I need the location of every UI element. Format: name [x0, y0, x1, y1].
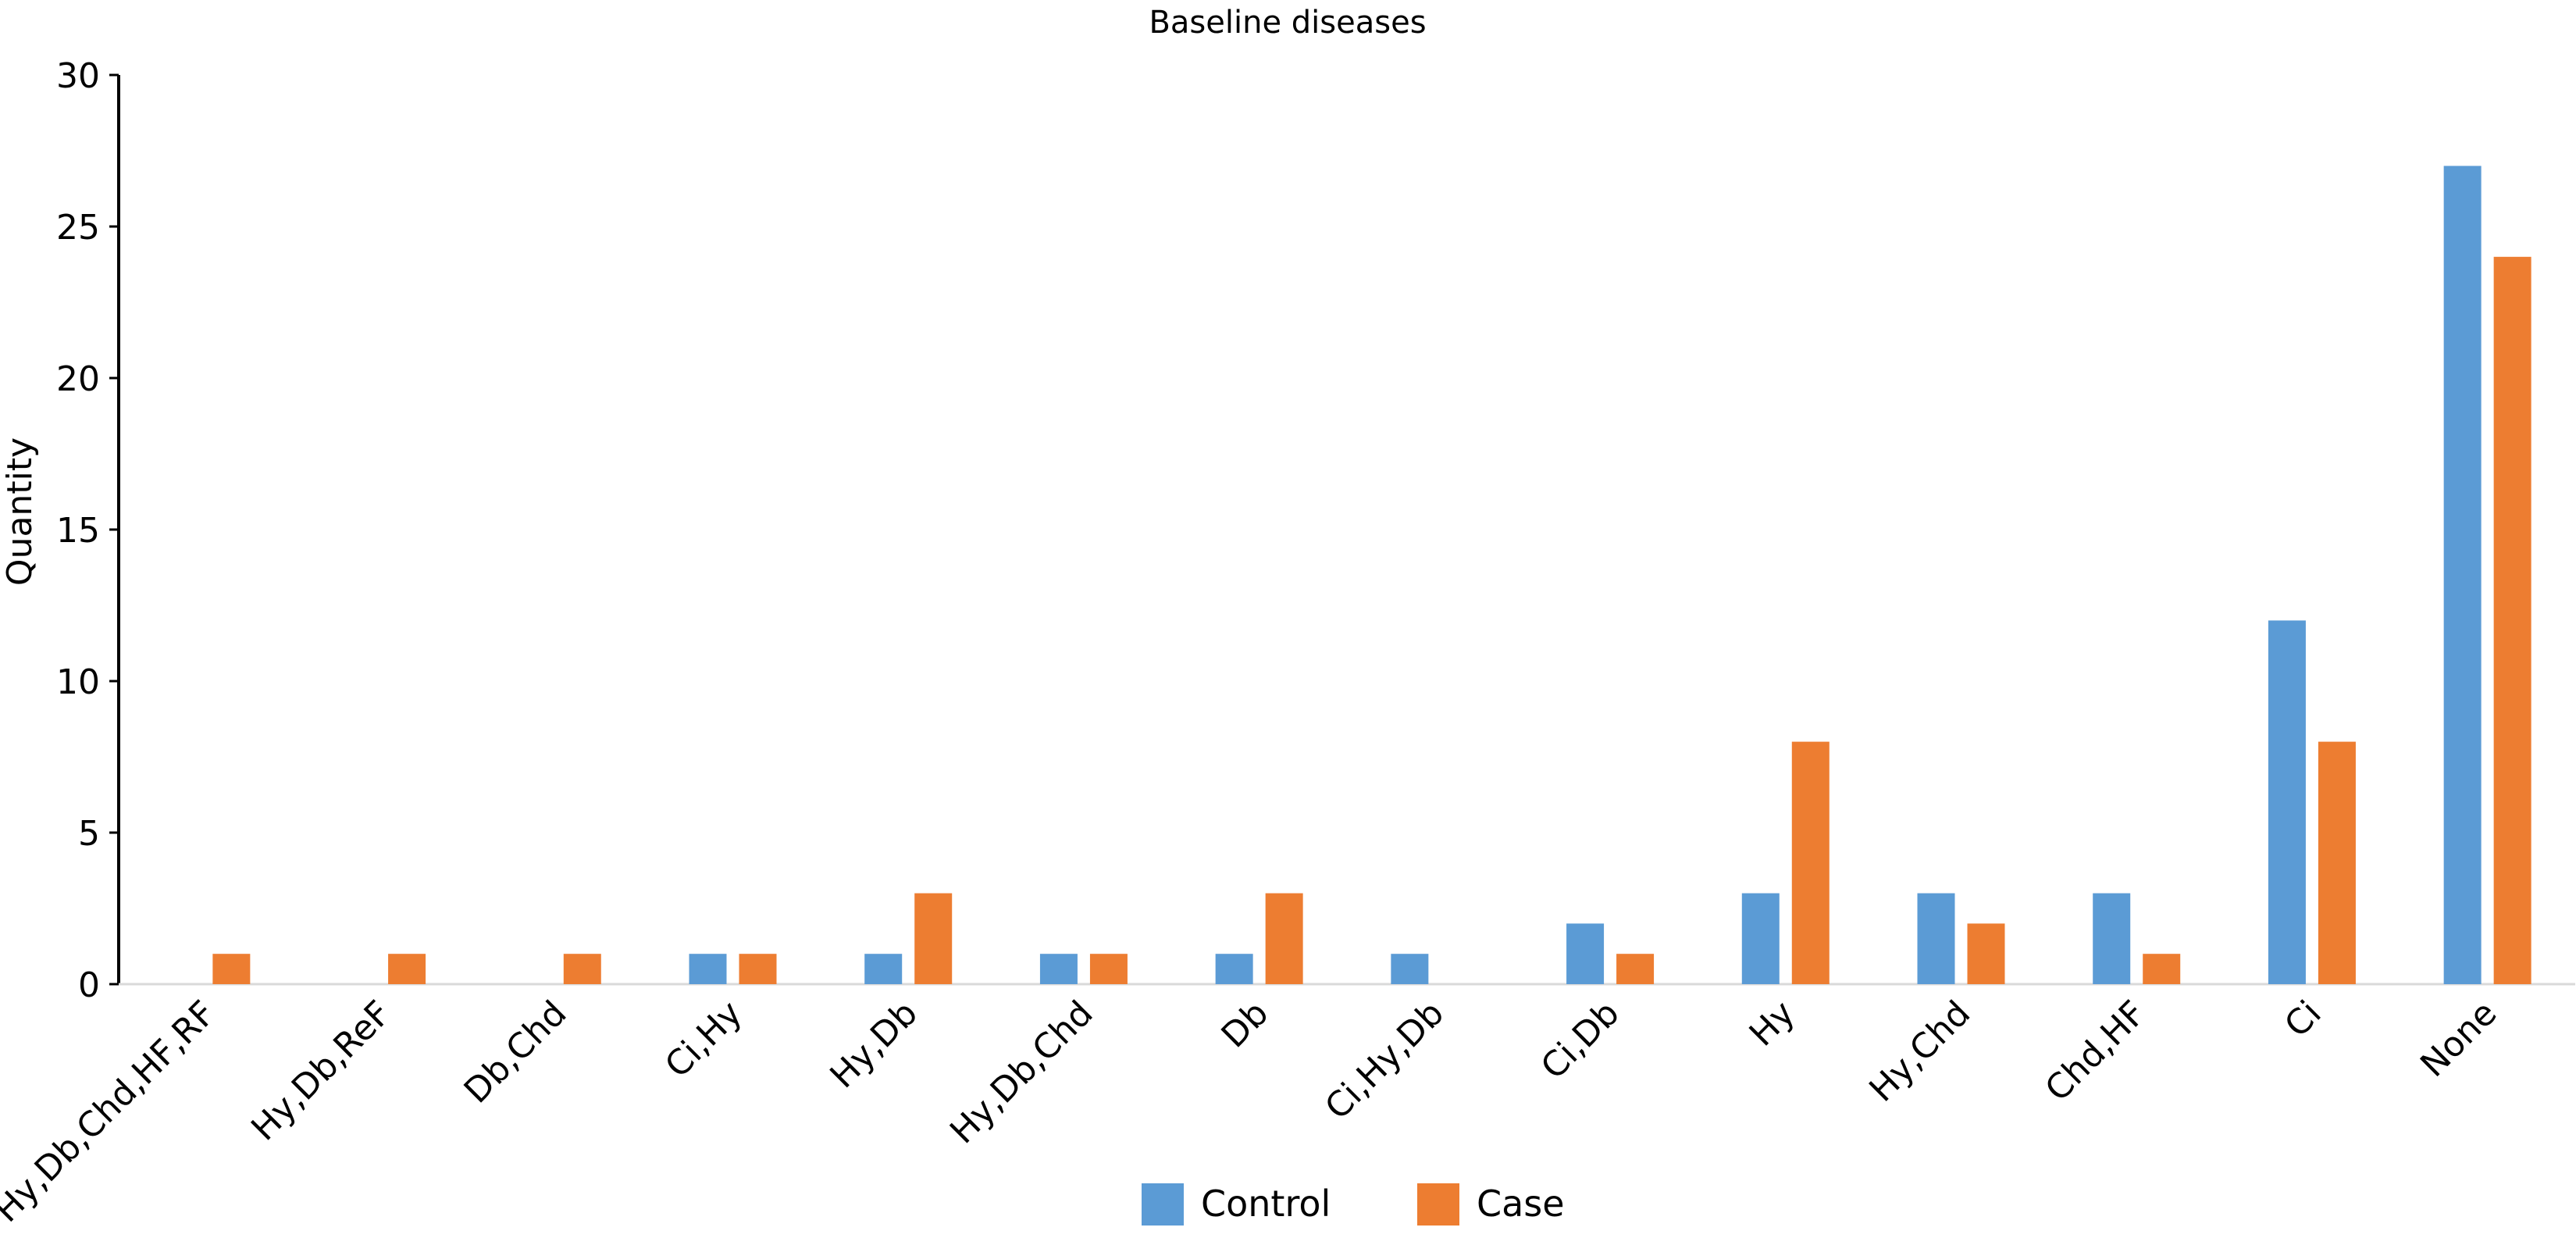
category-label: Hy,Db,Chd,HF,RF — [0, 994, 223, 1230]
y-tick-label: 15 — [56, 511, 100, 551]
legend-swatch-control — [1142, 1183, 1184, 1226]
y-tick-label: 25 — [56, 208, 100, 248]
bar-case — [1967, 923, 2005, 984]
bar-control — [864, 954, 903, 984]
category-label: Hy,Chd — [1862, 994, 1978, 1110]
category-label: Db — [1214, 994, 1277, 1056]
bar-control — [1741, 893, 1780, 984]
category-label: Ci,Hy,Db — [1317, 994, 1452, 1128]
legend: Control Case — [1142, 1183, 1565, 1226]
y-tick-label: 0 — [78, 965, 100, 1005]
bar-control — [1917, 893, 1955, 984]
bar-control — [2093, 893, 2131, 984]
legend-swatch-case — [1417, 1183, 1459, 1226]
bar-control — [2443, 166, 2482, 984]
bar-case — [2143, 954, 2181, 984]
bars — [212, 166, 2531, 984]
category-label: Ci — [2277, 994, 2328, 1045]
bar-case — [914, 893, 953, 984]
y-tick-label: 10 — [56, 662, 100, 702]
chart-title: Baseline diseases — [1149, 5, 1426, 41]
category-label: Ci,Db — [1534, 994, 1627, 1087]
bar-control — [2268, 620, 2306, 984]
bar-case — [739, 954, 777, 984]
legend-label-case: Case — [1477, 1183, 1565, 1225]
bar-case — [563, 954, 601, 984]
category-label: Hy,Db,Chd — [942, 994, 1101, 1152]
bar-control — [1039, 954, 1078, 984]
bar-control — [1391, 954, 1429, 984]
bar-case — [1616, 954, 1655, 984]
category-label: Hy,Db,ReF — [244, 994, 399, 1149]
category-label: None — [2413, 994, 2504, 1085]
y-axis-title: Quantity — [0, 437, 40, 586]
bar-case — [2318, 741, 2356, 984]
y-tick-label: 30 — [56, 56, 100, 96]
y-tick-label: 5 — [78, 814, 100, 854]
bar-case — [2493, 256, 2531, 984]
legend-label-control: Control — [1201, 1183, 1331, 1225]
bar-case — [1265, 893, 1303, 984]
category-label: Chd,HF — [2038, 994, 2154, 1109]
bar-case — [1089, 954, 1128, 984]
category-label: Db,Chd — [457, 994, 575, 1111]
bar-control — [689, 954, 727, 984]
category-label: Ci,Hy — [657, 994, 750, 1086]
category-label: Hy,Db — [823, 994, 925, 1096]
y-tick-label: 20 — [56, 359, 100, 399]
bar-control — [1215, 954, 1253, 984]
bar-control — [1566, 923, 1605, 984]
y-axis-ticks: 0 5 10 15 20 25 30 — [56, 56, 119, 1005]
category-label: Hy — [1742, 994, 1803, 1054]
bar-case — [212, 954, 251, 984]
bar-case — [1791, 741, 1830, 984]
bar-case — [388, 954, 426, 984]
